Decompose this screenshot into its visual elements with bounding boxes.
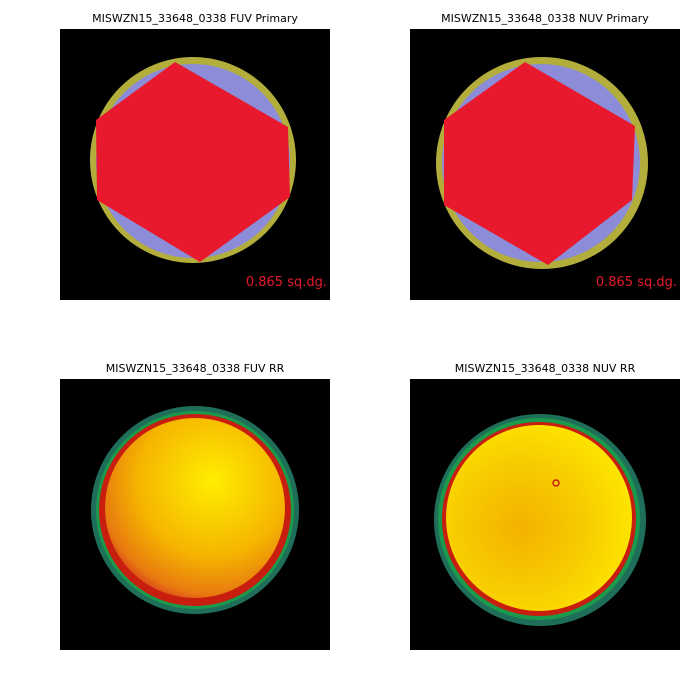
panel-title: MISWZN15_33648_0338 NUV RR	[455, 362, 636, 375]
panel: MISWZN15_33648_0338 NUV RR	[410, 362, 680, 650]
panel: MISWZN15_33648_0338 FUV Primary 0.865 sq…	[60, 12, 330, 300]
panel: MISWZN15_33648_0338 FUV RR	[60, 362, 330, 650]
hexagon	[444, 62, 635, 265]
response-disk	[446, 425, 632, 611]
panel-title: MISWZN15_33648_0338 NUV Primary	[441, 12, 649, 25]
panel-title: MISWZN15_33648_0338 FUV RR	[106, 362, 285, 375]
area-label: 0.865 sq.dg.	[246, 275, 327, 290]
response-disk	[105, 418, 285, 598]
panel: MISWZN15_33648_0338 NUV Primary 0.865 sq…	[410, 12, 680, 300]
artifact	[552, 479, 560, 487]
panel-title: MISWZN15_33648_0338 FUV Primary	[92, 12, 298, 25]
hexagon	[96, 62, 290, 262]
area-label: 0.865 sq.dg.	[596, 275, 677, 290]
